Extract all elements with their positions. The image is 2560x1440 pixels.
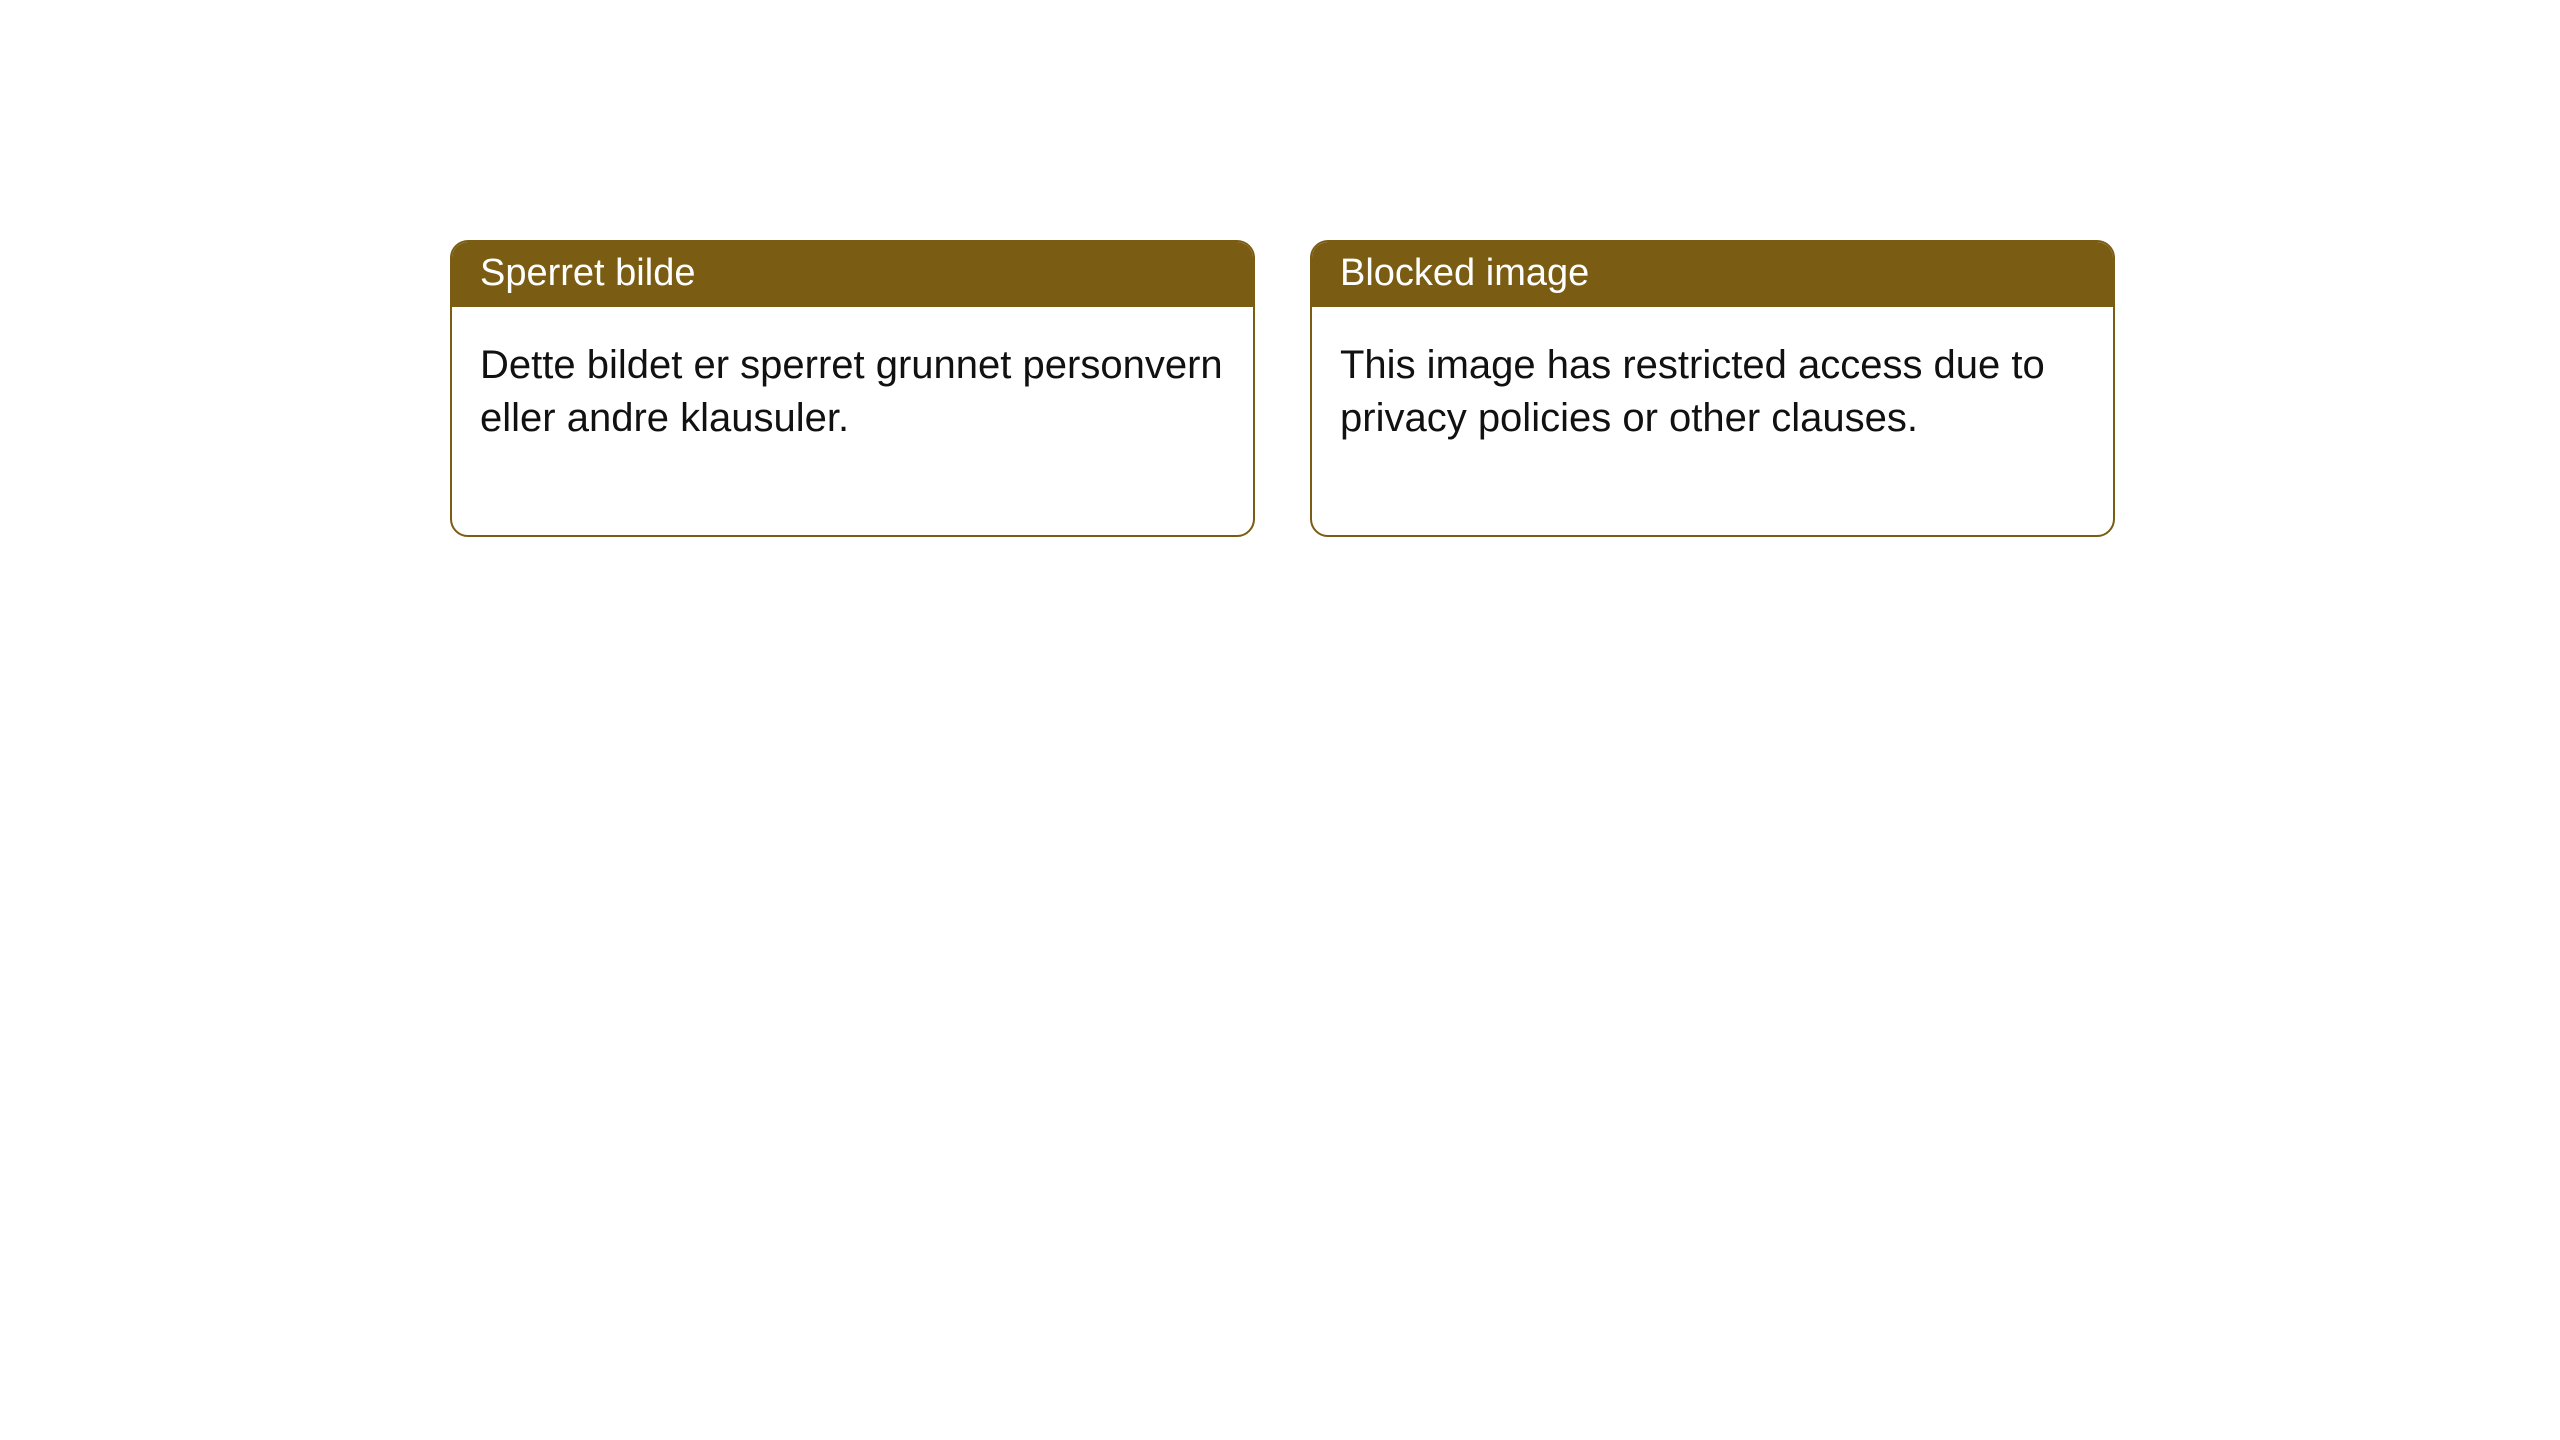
notice-body: This image has restricted access due to … — [1312, 307, 2113, 535]
notice-container: Sperret bilde Dette bildet er sperret gr… — [450, 240, 2115, 537]
notice-card-english: Blocked image This image has restricted … — [1310, 240, 2115, 537]
notice-header: Sperret bilde — [452, 242, 1253, 307]
notice-card-norwegian: Sperret bilde Dette bildet er sperret gr… — [450, 240, 1255, 537]
notice-header: Blocked image — [1312, 242, 2113, 307]
notice-body: Dette bildet er sperret grunnet personve… — [452, 307, 1253, 535]
